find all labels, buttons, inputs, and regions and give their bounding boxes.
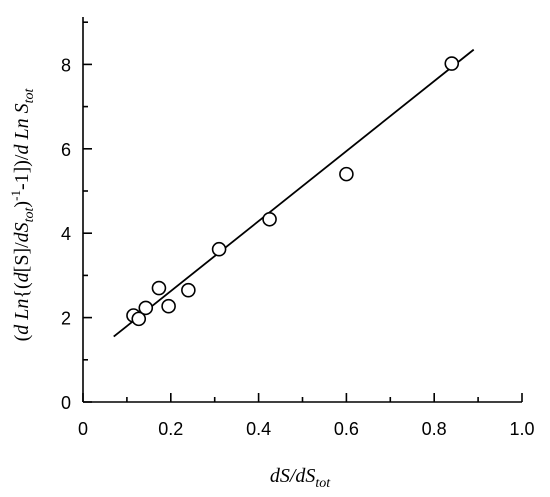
x-tick-label: 1.0: [509, 419, 534, 439]
x-axis-ticks: 0 0.2 0.4 0.6 0.8 1.0: [78, 393, 535, 439]
data-point: [444, 56, 460, 71]
data-point: [138, 300, 154, 316]
y-axis-label: (d Ln{(d[S]/dStot)-1-1])/d Ln Stot: [8, 87, 37, 341]
y-tick-label: 8: [61, 55, 71, 75]
y-axis-ticks: 0 2 4 6 8: [61, 21, 92, 413]
y-tick-label: 0: [61, 393, 71, 413]
x-axis-label: dS/dStot: [270, 465, 331, 491]
data-point: [262, 211, 277, 227]
data-point: [161, 298, 176, 314]
x-tick-label: 0: [78, 419, 88, 439]
x-tick-label: 0.8: [422, 419, 447, 439]
y-tick-label: 6: [61, 140, 71, 160]
data-point: [151, 280, 167, 296]
data-point: [211, 241, 227, 257]
axes: [82, 17, 522, 403]
x-tick-label: 0.6: [334, 419, 359, 439]
x-tick-label: 0.4: [246, 419, 271, 439]
fit-line: [113, 48, 475, 338]
data-points: [126, 56, 460, 327]
data-point: [181, 282, 196, 298]
y-tick-label: 4: [61, 224, 71, 244]
data-point: [131, 311, 147, 327]
data-point: [339, 166, 354, 182]
x-tick-label: 0.2: [158, 419, 183, 439]
y-tick-label: 2: [61, 309, 71, 329]
